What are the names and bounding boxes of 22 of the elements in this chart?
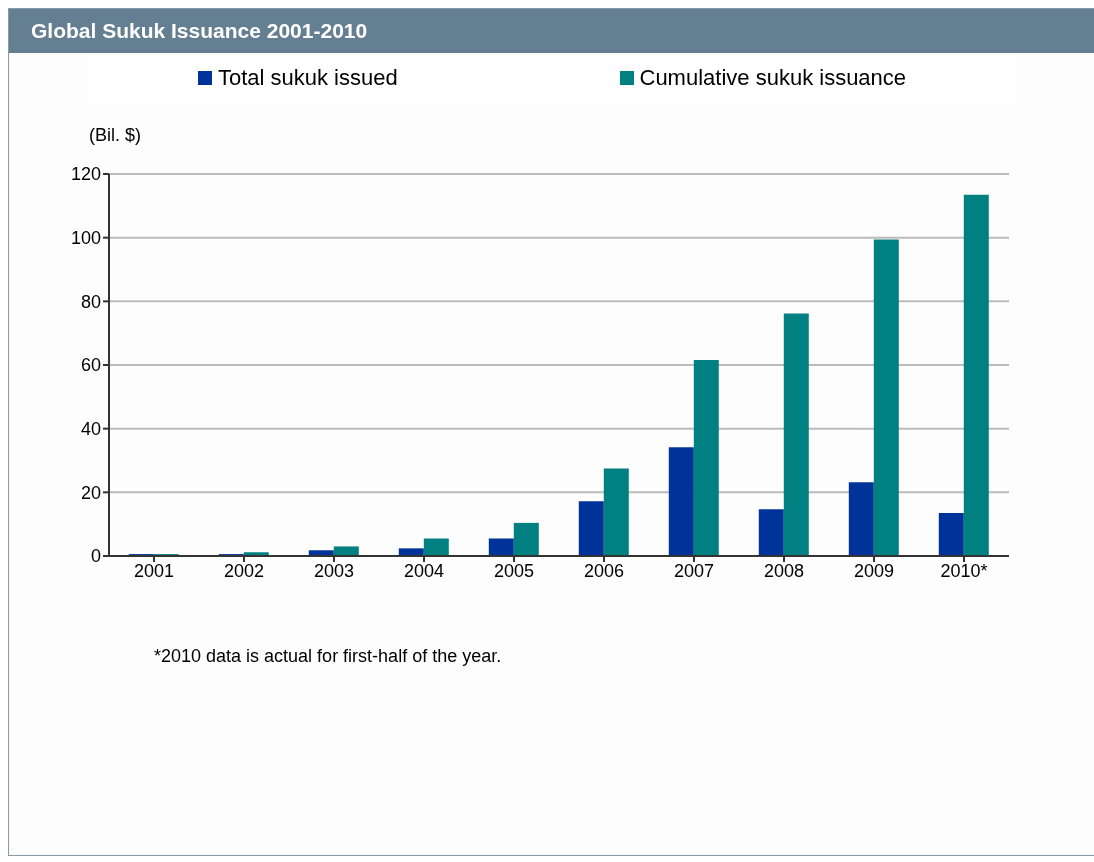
x-tick-label: 2004 (403, 560, 445, 581)
y-tick-label: 120 (70, 164, 101, 185)
y-tick-label: 100 (70, 228, 101, 249)
y-tick-label: 60 (80, 355, 101, 376)
x-tick-label: 2008 (763, 560, 805, 581)
y-tick-label: 80 (80, 291, 101, 312)
y-tick-label: 40 (80, 419, 101, 440)
legend-label: Cumulative sukuk issuance (638, 65, 907, 91)
y-tick-label: 0 (90, 546, 101, 567)
x-tick-label: 2003 (313, 560, 355, 581)
x-tick-label: 2002 (223, 560, 265, 581)
x-tick-label: 2006 (583, 560, 625, 581)
text: *2010 data is actual for first-half of the year. (154, 646, 503, 667)
x-tick-label: 2009 (853, 560, 895, 581)
chart-title: Global Sukuk Issuance 2001-2010 (9, 9, 1094, 53)
y-tick-label: 20 (80, 482, 101, 503)
legend-label: Total sukuk issued (216, 65, 398, 91)
x-tick-label: 2005 (493, 560, 535, 581)
x-tick-label: 2010* (940, 560, 988, 581)
x-tick-label: 2007 (673, 560, 715, 581)
y-axis-title: (Bil. $) (89, 125, 142, 146)
x-tick-label: 2001 (133, 560, 175, 581)
